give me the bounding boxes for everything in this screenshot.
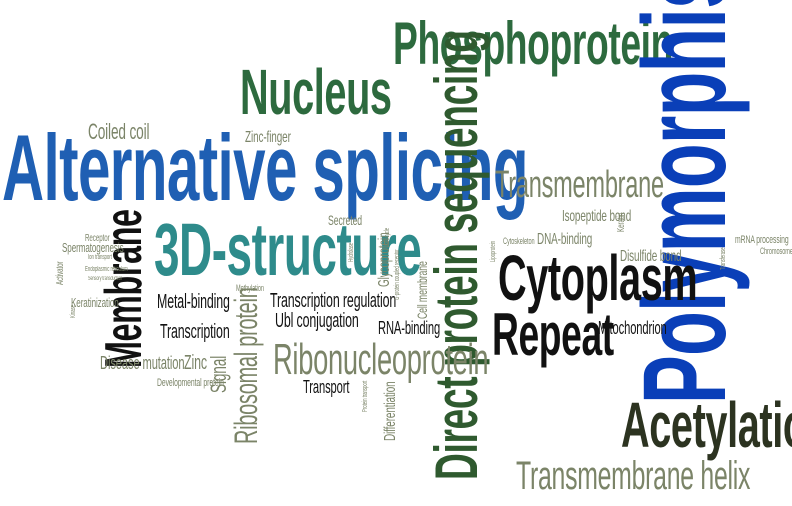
word-disease-mutation: Disease mutation [100,353,185,373]
word-direct-protein-sequencing: Direct protein sequencing [423,30,490,480]
word-nucleus: Nucleus [240,56,392,128]
word-cell-cycle: Cell cycle [384,227,391,246]
word-chromosome: Chromosome [760,246,792,256]
word-repeat: Repeat [492,301,614,368]
word-kinase: Kinase [70,304,77,318]
word-ribonucleoprotein: Ribonucleoprotein [273,335,489,384]
word-lipoprotein: Lipoprotein [490,240,497,262]
word-developmental-protein: Developmental protein [157,377,224,389]
word-secreted: Secreted [328,212,363,228]
word-hydrolase: Hydrolase [348,242,355,262]
word-cell-membrane: Cell membrane [414,261,430,319]
word-differentiation: Differentiation [382,381,399,441]
word-spermatogenesis: Spermatogenesis [62,240,124,255]
word-cytoskeleton: Cytoskeleton [503,236,535,246]
word-transferase: Transferase [720,247,727,270]
word-mitochondrion: Mitochondrion [598,318,667,338]
word-endoplasmic-reticulum: Endoplasmic reticulum [85,266,128,273]
word-zinc-finger: Zinc-finger [245,129,291,146]
word-mrna-processing: mRNA processing [735,234,789,246]
word-activator: Activator [55,261,66,285]
word-transport: Transport [303,377,350,397]
word-ubl-conjugation: Ubl conjugation [275,310,359,332]
word-g-protein-coupled-receptor: G-protein coupled receptor [394,249,401,300]
word-transcription: Transcription [160,321,230,343]
word-rna-binding: RNA-binding [378,318,441,338]
word-ribosomal-protein: Ribosomal protein [228,287,264,444]
word-keratinization: Keratinization [71,295,119,310]
word-cytoplasm: Cytoplasm [498,242,698,314]
word-transcription-regulation: Transcription regulation [270,290,397,312]
word-ion-transport: Ion transport [88,254,112,261]
word-receptor: Receptor [85,233,110,244]
word-transmembrane-helix: Transmembrane helix [516,454,751,498]
word-protein-transport: Protein transport [362,380,369,412]
word-metal-binding: Metal-binding [157,291,230,313]
word-dna-binding: DNA-binding [537,231,593,248]
word-zinc: Zinc [184,352,207,374]
word-acetylation: Acetylation [621,389,792,461]
word-transmembrane: Transmembrane [495,164,664,206]
word-isopeptide-bond: Isopeptide bond [562,208,632,225]
word-phosphoprotein: Phosphoprotein [393,10,673,77]
word-disulfide-bond: Disulfide bond [620,248,682,265]
word-keratin: Keratin [616,212,627,232]
word-alternative-splicing: Alternative splicing [2,115,529,220]
word-sensory-transduction: Sensory transduction [88,276,123,282]
word-methylation: Methylation [236,283,264,293]
word-coiled-coil: Coiled coil [88,119,150,144]
word-3d-structure: 3D-structure [154,208,422,291]
